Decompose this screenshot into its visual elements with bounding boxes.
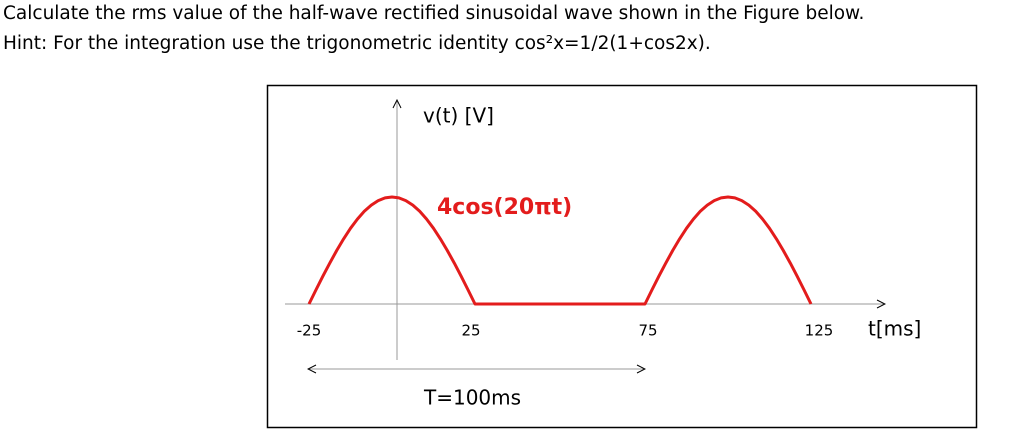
x-tick-label: 125 (805, 322, 834, 340)
y-axis-label: v(t) [V] (423, 104, 494, 128)
question-line: Hint: For the integration use the trigon… (3, 33, 711, 54)
x-tick-label: -25 (297, 322, 322, 340)
waveform (307, 195, 813, 306)
function-label: 4cos(20πt) (437, 195, 572, 220)
period-label: T=100ms (423, 386, 521, 410)
x-tick-label: 75 (638, 322, 657, 340)
question-line: Calculate the rms value of the half-wave… (3, 3, 864, 24)
figure-frame (266, 84, 978, 429)
x-axis-label: t[ms] (868, 317, 921, 341)
x-tick-label: 25 (461, 322, 480, 340)
